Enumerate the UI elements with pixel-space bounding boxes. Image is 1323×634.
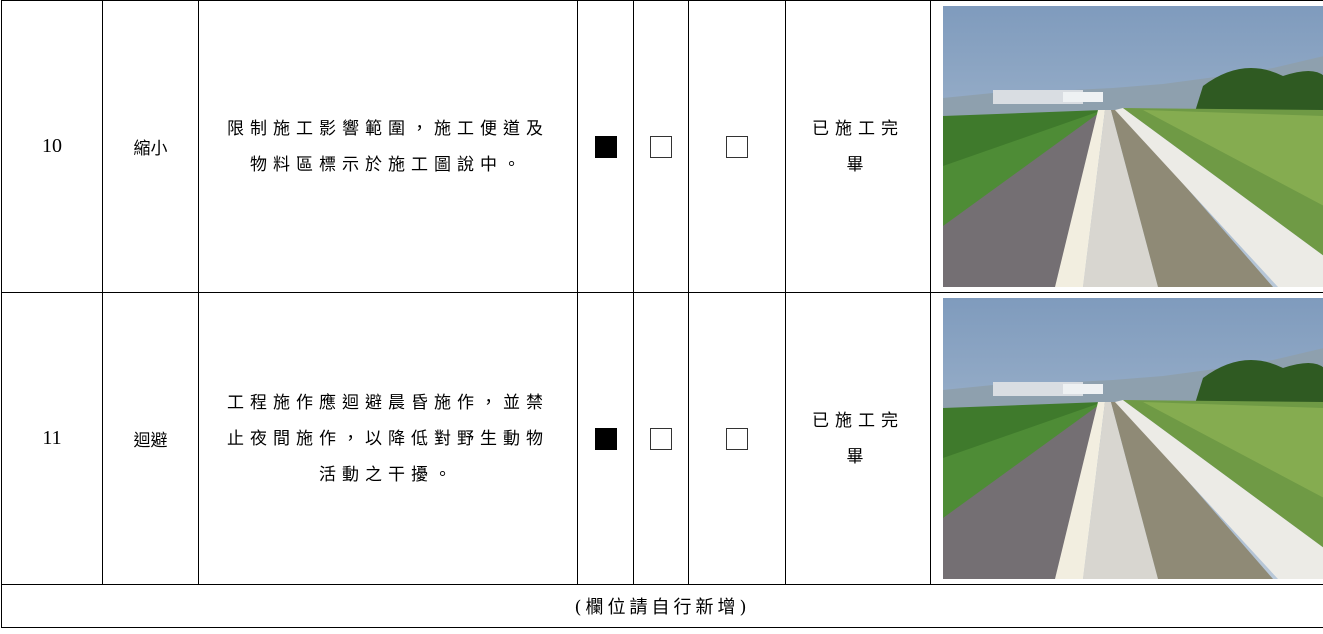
checkbox-cell — [577, 292, 634, 585]
status: 已施工完畢 — [785, 0, 931, 293]
site-photo — [943, 298, 1323, 579]
checkbox-cell — [633, 0, 689, 293]
measure-type: 迴避 — [102, 292, 199, 585]
site-photo — [943, 6, 1323, 287]
checkbox-cell — [688, 292, 786, 585]
measure-description: 限制施工影響範圍，施工便道及物料區標示於施工圖說中。 — [198, 0, 578, 293]
checkbox-cell — [633, 292, 689, 585]
table-row: 10 縮小 限制施工影響範圍，施工便道及物料區標示於施工圖說中。 已施工完畢 — [1, 0, 1323, 293]
checkbox — [650, 427, 672, 450]
status: 已施工完畢 — [785, 292, 931, 585]
checkbox — [594, 135, 617, 158]
item-number: 11 — [1, 292, 103, 585]
checkbox — [650, 135, 672, 158]
checkbox — [726, 135, 748, 158]
checkbox-cell — [577, 0, 634, 293]
photo-cell — [930, 292, 1323, 585]
measure-description: 工程施作應迴避晨昏施作，並禁止夜間施作，以降低對野生動物活動之干擾。 — [198, 292, 578, 585]
checkbox-cell — [688, 0, 786, 293]
checkbox — [726, 427, 748, 450]
photo-cell — [930, 0, 1323, 293]
measure-type: 縮小 — [102, 0, 199, 293]
footer-note: (欄位請自行新增) — [1, 584, 1323, 628]
item-number: 10 — [1, 0, 103, 293]
footer-row: (欄位請自行新增) — [1, 584, 1323, 628]
checkbox — [594, 427, 617, 450]
table-row: 11 迴避 工程施作應迴避晨昏施作，並禁止夜間施作，以降低對野生動物活動之干擾。 已施… — [1, 292, 1323, 585]
